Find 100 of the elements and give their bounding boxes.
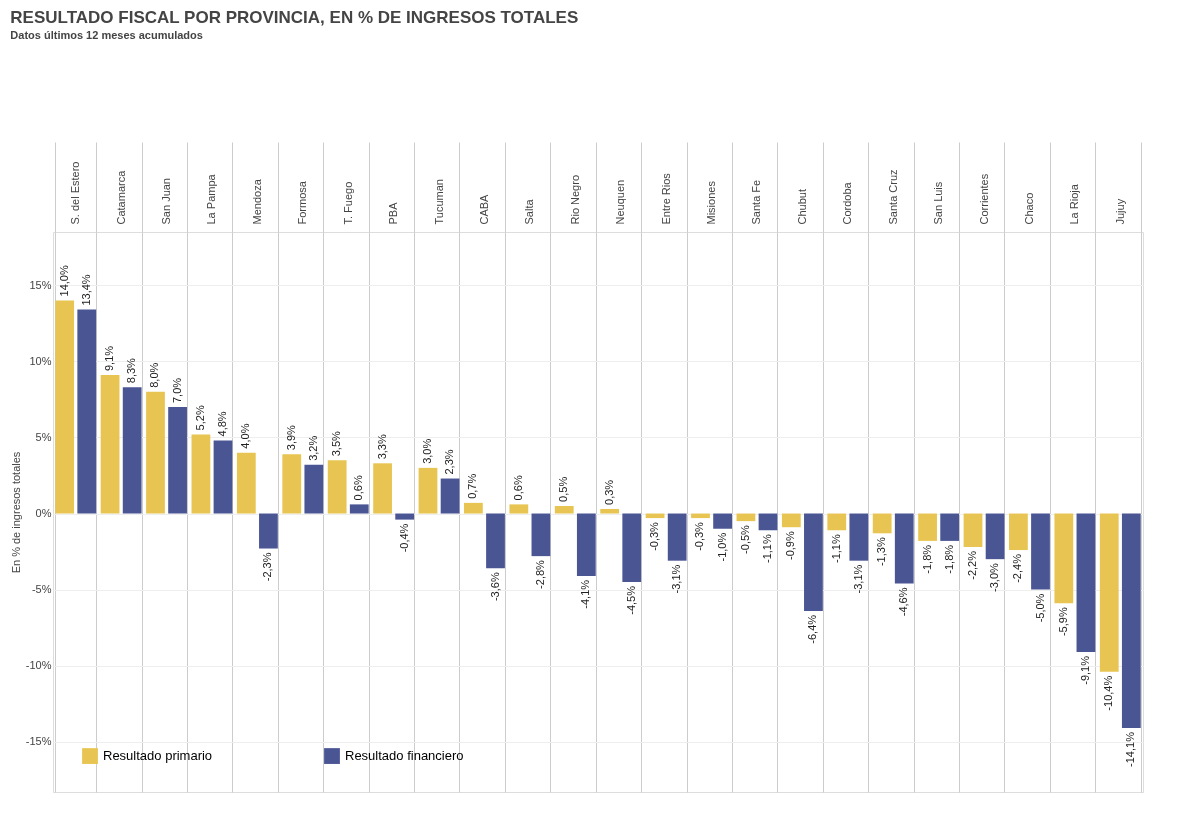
x-tick-label: S. del Estero [69, 161, 82, 225]
y-tick-label: -10% [25, 659, 52, 672]
bar [758, 513, 778, 531]
x-tick-label: PBA [387, 201, 400, 225]
bar [77, 309, 97, 514]
data-label: -9,1% [1078, 655, 1091, 685]
data-label: -0,5% [738, 524, 751, 554]
data-label: 3,9% [284, 424, 297, 451]
y-tick-label: 0% [35, 507, 52, 520]
data-label: 8,0% [148, 362, 161, 388]
bar [373, 463, 392, 514]
bar [667, 513, 687, 561]
data-label: -3,1% [851, 564, 864, 594]
x-tick-label: Catamarca [114, 169, 127, 225]
y-tick-label: -5% [31, 583, 52, 596]
x-tick-label: Santa Fe [750, 179, 763, 225]
data-label: 3,0% [420, 438, 433, 464]
x-tick-label: Salta [523, 198, 536, 225]
data-label: -6,4% [806, 614, 819, 644]
bar [1054, 513, 1074, 604]
bar [509, 504, 529, 514]
bar [464, 502, 483, 514]
x-tick-label: Santa Cruz [886, 169, 899, 225]
bar [531, 513, 551, 557]
legend-label: Resultado primario [103, 748, 213, 764]
bar [622, 513, 642, 582]
data-label: -3,0% [988, 562, 1001, 592]
bar [894, 513, 914, 584]
bar [418, 467, 438, 514]
bar [963, 513, 983, 547]
data-label: -5,9% [1056, 607, 1069, 637]
data-label: -2,2% [965, 550, 978, 580]
x-tick-label: Formosa [296, 180, 309, 225]
data-label: 7,0% [170, 377, 183, 403]
bar [827, 513, 847, 531]
data-label: -5,0% [1033, 593, 1046, 623]
x-tick-label: CABA [477, 193, 490, 225]
x-tick-label: Chaco [1022, 192, 1035, 225]
bar [440, 478, 460, 514]
data-label: -2,8% [533, 559, 546, 589]
data-label: 0,7% [466, 473, 479, 499]
bar [600, 508, 620, 514]
data-label: 13,4% [79, 274, 92, 306]
data-label: 0,6% [511, 475, 524, 501]
data-label: -1,8% [920, 544, 933, 574]
bar [282, 454, 302, 514]
bar [349, 504, 369, 514]
y-axis-title: En % de ingresos totales [9, 451, 22, 574]
chart-subtitle: Datos últimos 12 meses acumulados [10, 28, 203, 41]
chart-title: RESULTADO FISCAL POR PROVINCIA, EN % DE INGRESOS TOTALES [10, 7, 579, 27]
x-tick-label: La Rioja [1068, 183, 1081, 225]
data-label: 2,3% [443, 449, 456, 475]
data-label: 0,3% [602, 479, 615, 505]
x-tick-label: Cordoba [841, 181, 854, 225]
data-label: -0,9% [784, 531, 797, 560]
data-label: -0,3% [693, 521, 706, 551]
y-tick-label: 10% [29, 354, 52, 367]
data-label: -4,6% [897, 587, 910, 617]
data-label: -1,1% [761, 534, 774, 564]
x-tick-label: Rio Negro [568, 174, 581, 225]
bar [168, 407, 187, 514]
data-label: -0,3% [648, 521, 661, 551]
bar [191, 434, 211, 514]
x-tick-label: T. Fuego [341, 181, 354, 225]
bar [1009, 513, 1028, 551]
bar [1121, 513, 1141, 729]
data-label: -3,1% [670, 564, 683, 594]
data-label: -0,4% [397, 523, 410, 553]
bar [1031, 513, 1050, 590]
bar [236, 452, 256, 514]
data-label: 0,5% [557, 476, 570, 502]
data-label: 4,8% [216, 411, 229, 437]
data-label: 3,2% [306, 435, 319, 461]
data-label: -1,1% [829, 534, 842, 564]
bar [781, 513, 801, 528]
data-label: 3,5% [330, 430, 343, 457]
bar [985, 513, 1005, 560]
x-tick-label: La Pampa [205, 173, 218, 225]
bar [146, 391, 165, 514]
bar [804, 513, 823, 611]
data-label: 8,3% [125, 357, 138, 384]
data-label: 3,3% [375, 434, 388, 460]
data-label: 5,2% [193, 405, 206, 431]
data-label: -4,5% [624, 585, 637, 615]
y-tick-label: 5% [35, 430, 52, 443]
x-tick-label: Jujuy [1113, 198, 1126, 225]
data-label: -2,4% [1011, 553, 1024, 583]
x-tick-label: Tucuman [432, 179, 445, 225]
x-tick-label: Entre Rios [659, 172, 672, 225]
bar [100, 375, 120, 514]
bar [213, 440, 233, 514]
x-tick-label: Misiones [705, 180, 718, 225]
y-tick-label: -15% [25, 735, 52, 748]
data-label: -1,0% [715, 532, 728, 562]
data-label: -3,6% [488, 572, 501, 602]
x-tick-label: San Juan [160, 178, 173, 225]
data-label: 4,0% [239, 423, 252, 449]
bar [940, 513, 960, 541]
bar [554, 505, 574, 514]
bar [395, 513, 415, 520]
